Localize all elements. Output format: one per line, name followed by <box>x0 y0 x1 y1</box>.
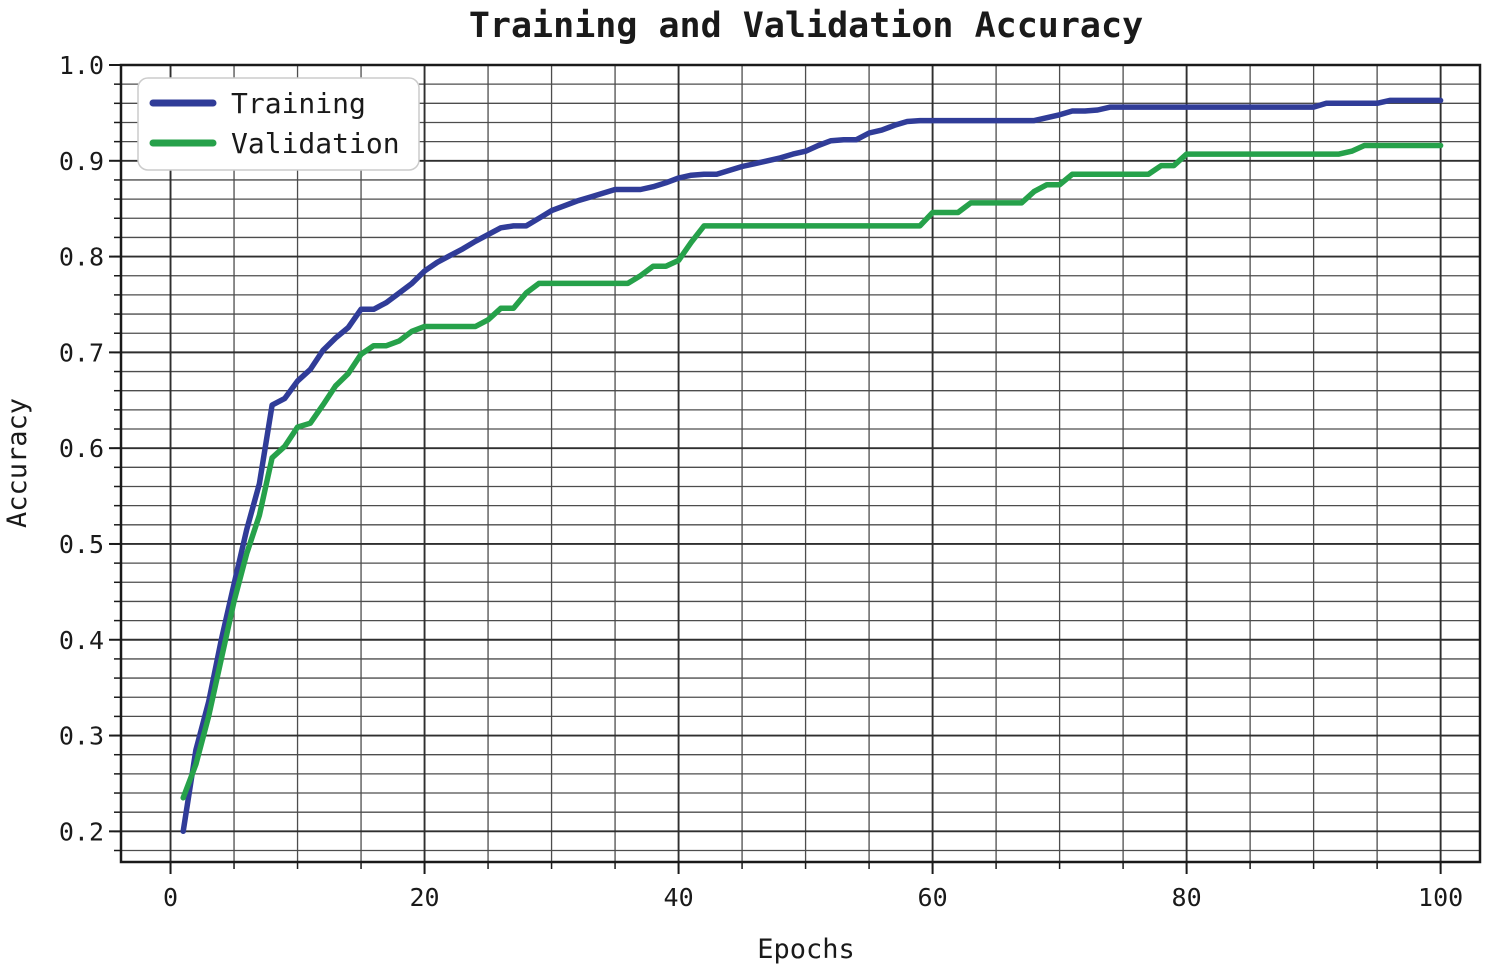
y-axis-label: Accuracy <box>2 398 33 528</box>
y-tick-label: 1.0 <box>59 51 104 80</box>
x-tick-label: 0 <box>163 883 178 912</box>
x-tick-label: 40 <box>664 883 694 912</box>
x-axis-label: Epochs <box>757 934 855 965</box>
series-line-training <box>180 97 1444 835</box>
major-gridlines <box>121 64 1480 862</box>
legend-label-training: Training <box>231 87 366 120</box>
tick-labels: 0 20 40 60 80 100 0.2 0.3 0.4 0.5 0.6 0.7 0.8 0.9 1.0 <box>59 51 1463 912</box>
y-tick-label: 0.2 <box>59 817 104 846</box>
x-tick-label: 60 <box>918 883 948 912</box>
y-tick-label: 0.4 <box>59 626 104 655</box>
x-tick-label: 80 <box>1172 883 1202 912</box>
series-lines <box>180 97 1444 835</box>
legend-label-validation: Validation <box>231 127 400 160</box>
x-tick-label: 100 <box>1418 883 1463 912</box>
legend: Training Validation <box>137 77 420 171</box>
y-tick-label: 0.5 <box>59 530 104 559</box>
tick-marks <box>109 64 1442 874</box>
series-line-validation <box>180 142 1444 801</box>
y-tick-label: 0.9 <box>59 147 104 176</box>
chart-title: Training and Validation Accuracy <box>469 6 1143 46</box>
y-tick-label: 0.8 <box>59 243 104 272</box>
y-tick-label: 0.3 <box>59 722 104 751</box>
plot-border <box>119 63 1482 864</box>
y-tick-label: 0.6 <box>59 434 104 463</box>
x-tick-label: 20 <box>409 883 439 912</box>
minor-gridlines <box>121 65 1480 862</box>
y-tick-label: 0.7 <box>59 338 104 367</box>
